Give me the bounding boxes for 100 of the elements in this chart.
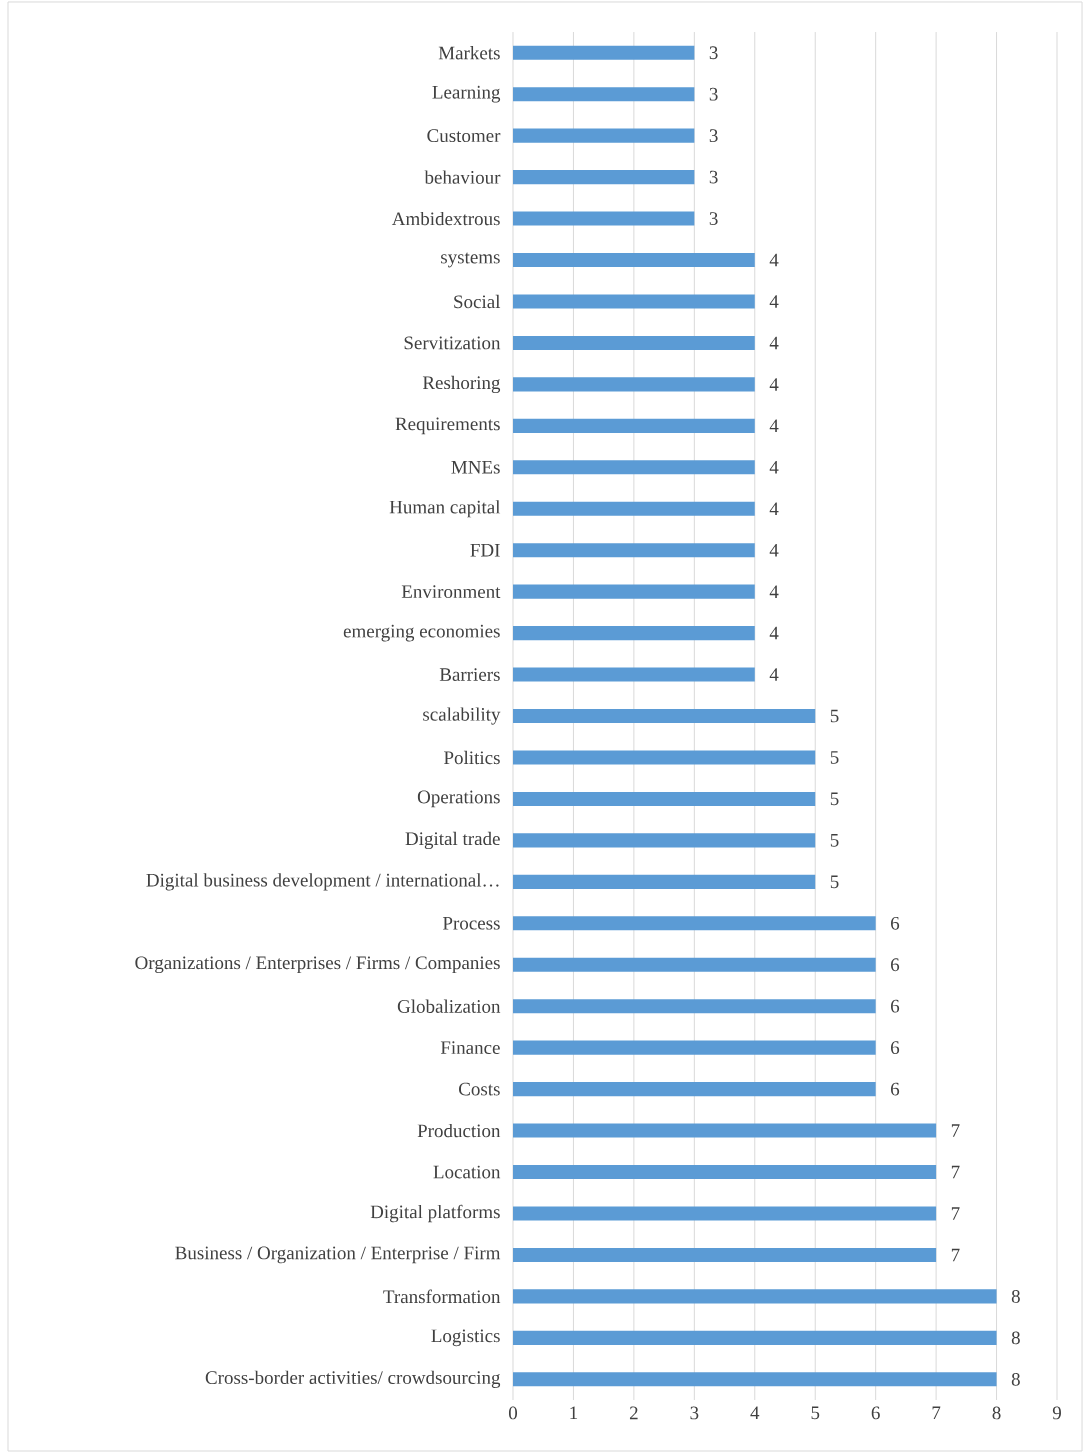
y-tick-label: MNEs — [451, 460, 500, 474]
bar — [513, 252, 755, 268]
y-tick-label: scalability — [423, 707, 501, 725]
y-tick-label: Globalization — [397, 999, 501, 1013]
bar — [513, 45, 695, 60]
bar — [513, 1330, 997, 1345]
bar — [513, 874, 816, 889]
y-tick-label: Location — [433, 1165, 501, 1179]
bar — [513, 294, 755, 309]
bar — [513, 667, 755, 682]
data-label: 6 — [891, 1082, 900, 1096]
bar — [513, 1372, 997, 1387]
y-tick-label: Customer — [427, 129, 501, 143]
bar — [513, 418, 755, 433]
x-tick-label: 2 — [629, 1406, 638, 1420]
data-label: 8 — [1011, 1372, 1020, 1386]
data-label: 4 — [769, 378, 779, 391]
bar — [513, 1247, 937, 1262]
y-tick-label: Transformation — [383, 1289, 501, 1304]
y-tick-label: Digital platforms — [370, 1204, 500, 1223]
y-tick-label: Digital trade — [405, 831, 500, 850]
data-label: 6 — [891, 999, 900, 1013]
bar — [513, 335, 755, 350]
data-label: 5 — [830, 792, 839, 806]
data-label: 4 — [769, 253, 779, 267]
bar — [513, 708, 816, 724]
x-tick-label: 4 — [750, 1406, 760, 1420]
y-tick-label: Politics — [444, 750, 500, 765]
data-label: 4 — [769, 585, 779, 598]
bar — [513, 377, 755, 392]
bar — [513, 750, 816, 765]
x-tick-label: 0 — [508, 1406, 518, 1420]
y-tick-label: behaviour — [424, 170, 501, 184]
bar — [513, 957, 876, 972]
data-label: 7 — [951, 1165, 960, 1179]
data-label: 4 — [769, 668, 779, 681]
data-label: 4 — [769, 626, 779, 640]
data-label: 4 — [769, 336, 779, 350]
y-tick-label: Learning — [432, 85, 501, 103]
bar — [513, 1123, 937, 1138]
data-label: 5 — [830, 875, 839, 889]
bar — [513, 916, 876, 931]
x-tick-label: 1 — [570, 1406, 578, 1420]
bar — [513, 170, 695, 185]
bar — [513, 128, 695, 143]
data-label: 8 — [1011, 1289, 1020, 1303]
y-tick-label: Production — [417, 1123, 501, 1138]
bar — [513, 1164, 937, 1180]
y-tick-label: emerging economies — [343, 624, 500, 642]
y-tick-label: Logistics — [431, 1329, 500, 1347]
y-tick-label: Costs — [459, 1082, 500, 1096]
y-tick-label: Social — [454, 294, 501, 309]
bar — [513, 584, 755, 599]
data-label: 5 — [830, 834, 839, 847]
bar — [513, 1082, 876, 1097]
data-label: 4 — [769, 543, 779, 557]
bar — [513, 791, 816, 806]
y-tick-label: Business / Organization / Enterprise / Firm — [175, 1246, 501, 1264]
x-tick-label: 6 — [871, 1406, 880, 1420]
bar — [513, 1289, 997, 1304]
y-tick-label: Reshoring — [422, 375, 501, 394]
data-label: 5 — [830, 709, 839, 723]
data-label: 8 — [1011, 1331, 1020, 1345]
data-label: 4 — [769, 419, 779, 433]
bar — [513, 87, 695, 102]
y-tick-label: Servitization — [404, 336, 501, 350]
x-tick-label: 5 — [811, 1406, 820, 1420]
bar — [513, 211, 695, 226]
y-tick-label: Finance — [440, 1041, 500, 1055]
bar — [513, 626, 755, 641]
y-tick-label: Process — [442, 916, 500, 930]
data-label: 7 — [951, 1124, 960, 1137]
bar — [513, 501, 755, 516]
y-tick-label: Cross-border activities/ crowdsourcing — [205, 1370, 501, 1388]
bar — [513, 543, 755, 558]
y-tick-label: Organizations / Enterprises / Firms / Companies — [135, 956, 500, 974]
y-tick-label: Operations — [417, 790, 500, 808]
data-label: 6 — [891, 1041, 900, 1055]
y-tick-label: FDI — [470, 543, 500, 557]
data-label: 3 — [709, 46, 718, 60]
data-label: 4 — [769, 461, 779, 474]
data-label: 5 — [830, 751, 839, 764]
data-label: 3 — [709, 129, 718, 143]
data-label: 6 — [891, 916, 900, 930]
y-tick-label: Human capital — [389, 500, 501, 518]
y-tick-label: Digital business development / international… — [146, 873, 499, 891]
data-label: 6 — [891, 958, 900, 972]
y-tick-label: Environment — [401, 585, 501, 599]
x-tick-label: 8 — [992, 1406, 1001, 1420]
x-tick-label: 7 — [932, 1406, 941, 1419]
y-tick-label: Markets — [438, 46, 500, 60]
y-tick-label: Barriers — [439, 668, 500, 681]
bar — [513, 1206, 937, 1221]
data-label: 3 — [709, 170, 718, 184]
y-tick-label: Ambidextrous — [391, 211, 500, 226]
x-tick-label: 3 — [690, 1406, 699, 1420]
data-label: 3 — [709, 212, 718, 225]
bar — [513, 999, 876, 1014]
data-label: 3 — [709, 87, 718, 101]
data-label: 7 — [951, 1207, 960, 1220]
